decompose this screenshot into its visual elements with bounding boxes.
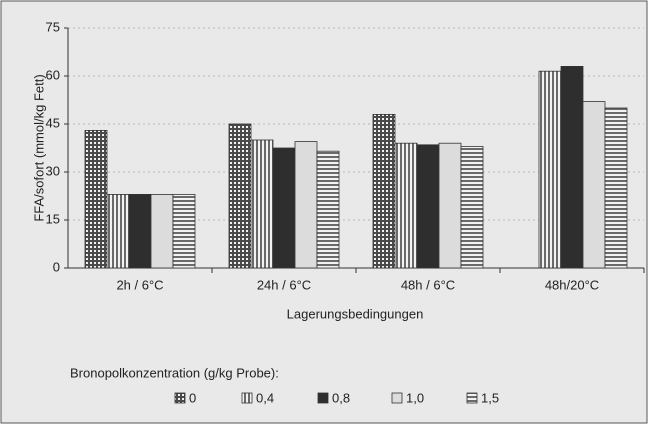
bar (172, 193, 196, 269)
bar (538, 70, 562, 269)
legend-label: 0 (189, 390, 196, 405)
legend-label: 0,8 (332, 390, 350, 405)
x-tick-label: 48h / 6°C (401, 277, 455, 292)
legend-title: Bronopolkonzentration (g/kg Probe): (70, 365, 279, 380)
legend-swatch (391, 392, 403, 404)
x-tick-label: 48h/20°C (545, 277, 599, 292)
legend-swatch (317, 392, 329, 404)
legend-label: 0,4 (256, 390, 274, 405)
bar (316, 150, 340, 269)
legend-swatch (241, 392, 253, 404)
bar (438, 142, 462, 269)
legend-swatch (174, 392, 186, 404)
bar (272, 147, 296, 269)
bar (372, 114, 396, 269)
y-tick-label: 0 (53, 259, 60, 274)
legend-label: 1,5 (481, 390, 499, 405)
bar (416, 144, 440, 269)
bar (604, 107, 628, 269)
bar (150, 193, 174, 269)
y-tick-label: 15 (46, 211, 60, 226)
legend-label: 1,0 (406, 390, 424, 405)
y-tick-label: 60 (46, 67, 60, 82)
bar (250, 139, 274, 269)
bar (582, 101, 606, 269)
x-tick-label: 2h / 6°C (116, 277, 163, 292)
y-axis-label: FFA/sofort (mmol/kg Fett) (31, 74, 46, 221)
x-axis-label: Lagerungsbedingungen (287, 306, 424, 321)
legend-swatch (466, 392, 478, 404)
bar (294, 141, 318, 269)
bar (560, 66, 584, 269)
y-tick-label: 75 (46, 19, 60, 34)
bar (106, 193, 130, 269)
x-tick-label: 24h / 6°C (257, 277, 311, 292)
bar (460, 145, 484, 269)
bar (228, 123, 252, 269)
y-tick-label: 45 (46, 115, 60, 130)
y-tick-label: 30 (46, 163, 60, 178)
bar (84, 129, 108, 269)
bar (128, 193, 152, 269)
bar (394, 142, 418, 269)
